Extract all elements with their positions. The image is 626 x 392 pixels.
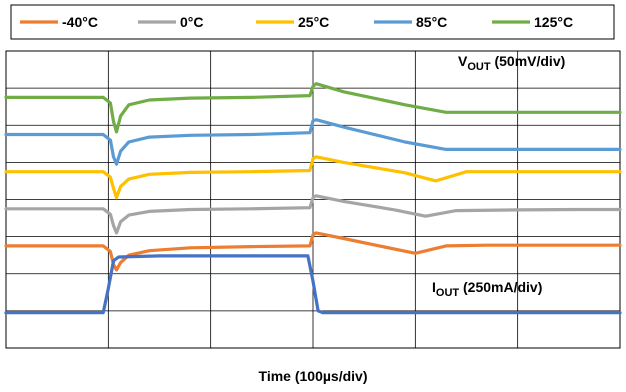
legend-label-3: 85°C	[416, 14, 447, 30]
series-line-1	[4, 118, 622, 166]
legend-label-1: 0°C	[180, 14, 204, 30]
series-group	[4, 82, 622, 315]
series-line-5	[4, 254, 622, 315]
legend-label-2: 25°C	[298, 14, 329, 30]
iout-annotation: IOUT (250mA/div)	[432, 279, 542, 299]
legend: -40°C 0°C 25°C 85°C 125°C	[10, 4, 615, 40]
legend-label-4: 125°C	[534, 14, 573, 30]
legend-label-0: -40°C	[62, 14, 98, 30]
series-line-2	[4, 155, 622, 200]
x-axis-label: Time (100µs/div)	[259, 368, 368, 384]
series-line-0	[4, 82, 622, 134]
vout-annotation: VOUT (50mV/div)	[458, 53, 565, 73]
series-line-3	[4, 194, 622, 235]
